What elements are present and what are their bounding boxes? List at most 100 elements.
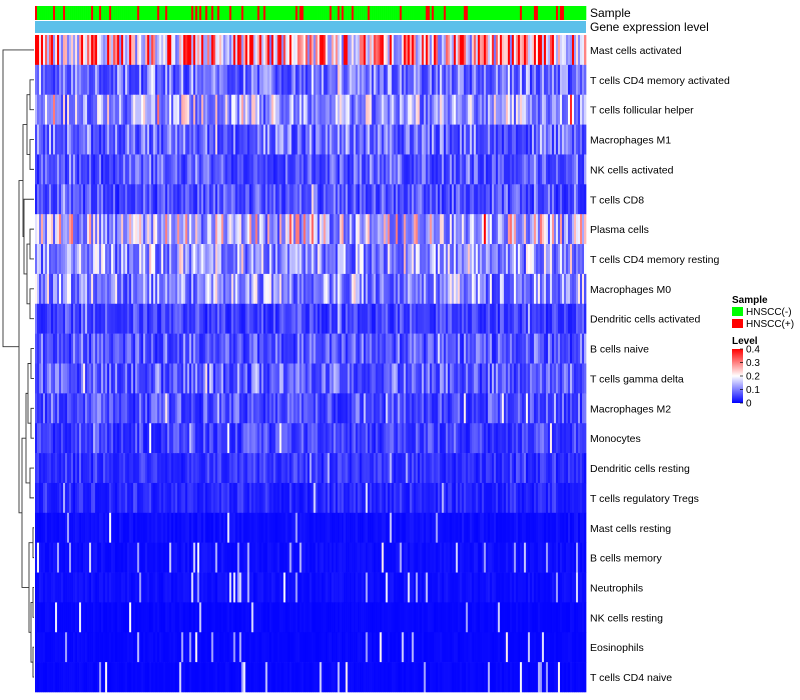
heatmap-cell: [541, 303, 545, 334]
heatmap-cell: [325, 273, 328, 305]
heatmap-cell: [85, 303, 88, 334]
heatmap-cell: [391, 423, 395, 454]
heatmap-cell: [519, 184, 523, 215]
heatmap-cell: [271, 214, 274, 245]
heatmap-cell: [487, 184, 491, 215]
heatmap-cell: [569, 303, 573, 334]
heatmap-cell: [513, 184, 517, 215]
heatmap-cell: [343, 214, 346, 245]
heatmap-cell: [243, 423, 246, 454]
heatmap-cell: [183, 393, 186, 424]
heatmap-cell: [283, 184, 286, 215]
heatmap-cell: [121, 273, 124, 305]
heatmap-cell: [381, 423, 384, 454]
heatmap-cell: [579, 124, 583, 155]
heatmap-cell: [147, 303, 150, 334]
heatmap-cell: [255, 214, 258, 245]
heatmap-cell: [491, 482, 495, 514]
heatmap-cell: [147, 363, 150, 394]
heatmap-cell: [129, 393, 132, 424]
heatmap-cell: [511, 423, 515, 454]
heatmap-cell: [525, 35, 529, 66]
heatmap-cell: [339, 363, 342, 394]
heatmap-cell: [241, 154, 244, 185]
heatmap-cell: [433, 482, 437, 514]
heatmap-cell: [201, 184, 204, 215]
heatmap-cell: [165, 423, 168, 454]
heatmap-cell: [261, 124, 264, 155]
heatmap-cell: [397, 333, 401, 364]
sample-annotation-cell: [395, 6, 398, 20]
heatmap-cell: [115, 363, 118, 394]
heatmap-cell: [41, 124, 44, 155]
heatmap-cell: [97, 273, 100, 305]
heatmap-cell: [453, 94, 457, 125]
heatmap-cell: [89, 244, 92, 275]
sample-annotation-cell: [345, 6, 348, 20]
heatmap-cell: [323, 482, 326, 514]
heatmap-cell: [151, 393, 154, 424]
heatmap-cell: [219, 64, 222, 96]
heatmap-cell: [417, 423, 421, 454]
heatmap-cell: [217, 64, 220, 96]
heatmap-cell: [469, 273, 473, 305]
heatmap-cell: [49, 333, 52, 364]
heatmap-cell: [221, 124, 224, 155]
heatmap-cell: [375, 273, 378, 305]
heatmap-cell: [267, 423, 270, 454]
heatmap-cell: [181, 363, 184, 394]
heatmap-cell: [475, 512, 479, 543]
heatmap-cell: [85, 363, 88, 394]
heatmap-cell: [373, 154, 376, 185]
heatmap-cell: [93, 214, 96, 245]
heatmap-cell: [55, 154, 58, 185]
heatmap-cell: [263, 333, 266, 364]
heatmap-cell: [313, 482, 316, 514]
heatmap-cell: [493, 94, 497, 125]
heatmap-cell: [389, 124, 392, 155]
heatmap-cell: [41, 94, 44, 125]
heatmap-cell: [339, 453, 342, 484]
heatmap-cell: [573, 154, 577, 185]
heatmap-cell: [83, 303, 86, 334]
heatmap-cell: [519, 363, 523, 394]
heatmap-cell: [467, 214, 471, 245]
heatmap-cell: [235, 512, 238, 543]
heatmap-cell: [115, 482, 118, 514]
heatmap-cell: [327, 333, 330, 364]
heatmap-cell: [155, 303, 158, 334]
heatmap-cell: [459, 333, 463, 364]
heatmap-cell: [121, 453, 124, 484]
heatmap-cell: [407, 512, 411, 543]
heatmap-cell: [527, 214, 531, 245]
heatmap-cell: [415, 214, 419, 245]
heatmap-cell: [167, 214, 170, 245]
heatmap-cell: [203, 363, 206, 394]
heatmap-cell: [463, 124, 467, 155]
heatmap-cell: [113, 64, 116, 96]
heatmap-cell: [201, 482, 204, 514]
heatmap-cell: [503, 333, 507, 364]
heatmap-cell: [115, 273, 118, 305]
sample-annotation-cell: [283, 6, 286, 20]
heatmap-cell: [335, 423, 338, 454]
heatmap-cell: [479, 363, 483, 394]
heatmap-cell: [115, 214, 118, 245]
heatmap-cell: [263, 94, 266, 125]
heatmap-cell: [555, 35, 559, 66]
sample-annotation-cell: [95, 6, 98, 20]
sample-annotation-cell: [81, 6, 84, 20]
heatmap-cell: [147, 124, 150, 155]
heatmap-cell: [203, 184, 206, 215]
heatmap-cell: [301, 482, 304, 514]
heatmap-cell: [565, 273, 569, 305]
heatmap-cell: [483, 423, 487, 454]
heatmap-cell: [265, 273, 268, 305]
heatmap-cell: [405, 453, 409, 484]
heatmap-cell: [265, 482, 268, 514]
heatmap-cell: [437, 35, 441, 66]
heatmap-cell: [379, 512, 382, 543]
heatmap-cell: [81, 393, 84, 424]
heatmap-cell: [67, 303, 70, 334]
heatmap-cell: [487, 453, 491, 484]
